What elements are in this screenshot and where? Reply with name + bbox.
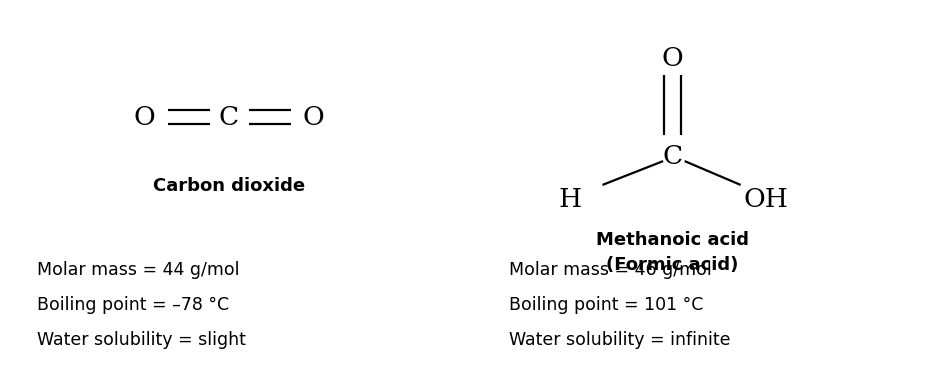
Text: Boiling point = –78 °C: Boiling point = –78 °C xyxy=(37,296,230,314)
Text: C: C xyxy=(219,105,239,130)
Text: Water solubility = infinite: Water solubility = infinite xyxy=(509,331,730,349)
Text: Carbon dioxide: Carbon dioxide xyxy=(153,177,304,195)
Text: Boiling point = 101 °C: Boiling point = 101 °C xyxy=(509,296,703,314)
Text: O: O xyxy=(302,105,324,130)
Text: C: C xyxy=(662,144,683,169)
Text: H: H xyxy=(559,187,581,212)
Text: O: O xyxy=(661,46,684,71)
Text: Methanoic acid
(Formic acid): Methanoic acid (Formic acid) xyxy=(596,231,749,274)
Text: Molar mass = 46 g/mol: Molar mass = 46 g/mol xyxy=(509,261,712,279)
Text: OH: OH xyxy=(743,187,788,212)
Text: Water solubility = slight: Water solubility = slight xyxy=(37,331,247,349)
Text: Molar mass = 44 g/mol: Molar mass = 44 g/mol xyxy=(37,261,240,279)
Text: O: O xyxy=(134,105,156,130)
